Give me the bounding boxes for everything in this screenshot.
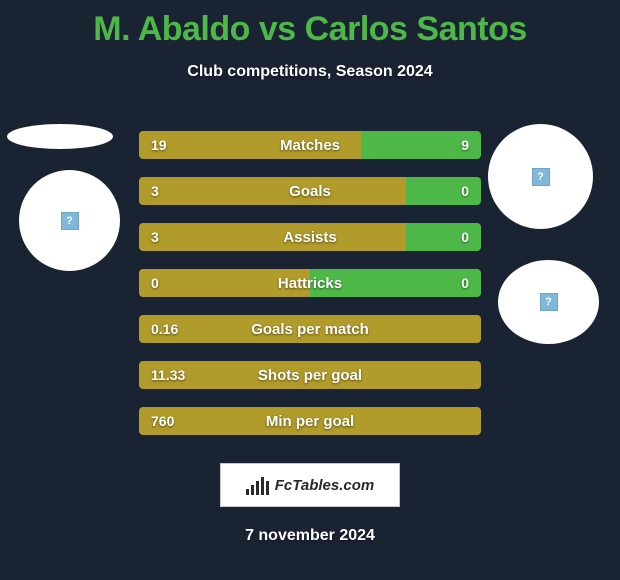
stat-value-left: 0.16 xyxy=(139,321,219,337)
stat-row: 11.33Shots per goal xyxy=(139,361,481,389)
stat-label: Assists xyxy=(219,229,401,246)
fctables-text: FcTables.com xyxy=(275,477,374,494)
stat-label: Goals per match xyxy=(219,321,401,338)
placeholder-icon: ? xyxy=(61,212,79,230)
stat-value-left: 0 xyxy=(139,275,219,291)
avatar-top-right: ? xyxy=(488,124,593,229)
stat-label: Min per goal xyxy=(219,413,401,430)
comparison-title: M. Abaldo vs Carlos Santos xyxy=(0,0,620,49)
stat-value-left: 3 xyxy=(139,229,219,245)
stat-value-left: 11.33 xyxy=(139,367,219,383)
stats-container: 19Matches93Goals03Assists00Hattricks00.1… xyxy=(139,131,481,435)
stat-value-left: 760 xyxy=(139,413,219,429)
stat-value-left: 19 xyxy=(139,137,219,153)
stat-row: 19Matches9 xyxy=(139,131,481,159)
avatar-bottom-right: ? xyxy=(498,260,599,344)
bars-icon xyxy=(246,475,269,495)
placeholder-icon: ? xyxy=(532,168,550,186)
stat-row: 3Goals0 xyxy=(139,177,481,205)
footer-date: 7 november 2024 xyxy=(0,527,620,545)
stat-row: 0.16Goals per match xyxy=(139,315,481,343)
stat-label: Hattricks xyxy=(219,275,401,292)
placeholder-icon: ? xyxy=(540,293,558,311)
stat-value-right: 9 xyxy=(401,137,481,153)
fctables-badge: FcTables.com xyxy=(220,463,400,507)
comparison-subtitle: Club competitions, Season 2024 xyxy=(0,63,620,81)
stat-value-right: 0 xyxy=(401,275,481,291)
stat-value-right: 0 xyxy=(401,183,481,199)
stat-label: Shots per goal xyxy=(219,367,401,384)
avatar-top-left xyxy=(7,124,113,149)
stat-row: 760Min per goal xyxy=(139,407,481,435)
stat-value-left: 3 xyxy=(139,183,219,199)
stat-value-right: 0 xyxy=(401,229,481,245)
stat-label: Matches xyxy=(219,137,401,154)
stat-row: 0Hattricks0 xyxy=(139,269,481,297)
avatar-bottom-left: ? xyxy=(19,170,120,271)
stat-row: 3Assists0 xyxy=(139,223,481,251)
stat-label: Goals xyxy=(219,183,401,200)
